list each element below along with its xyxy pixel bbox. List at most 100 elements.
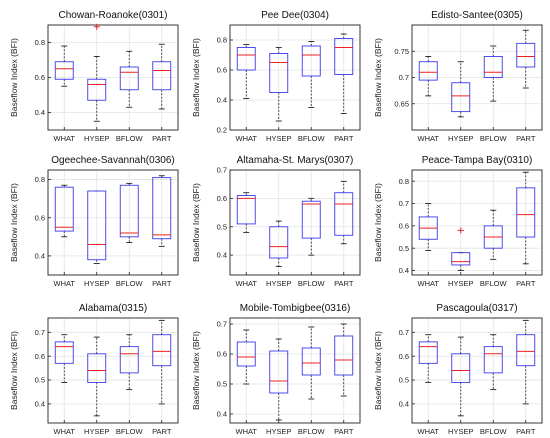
y-tick-label: 0.6 [217, 66, 227, 75]
box-part [334, 33, 354, 114]
iqr-box [119, 184, 139, 238]
iqr-box [451, 353, 471, 383]
box-what [236, 192, 256, 233]
y-tick-label: 0.5 [399, 244, 409, 253]
x-tick-label: WHAT [417, 279, 439, 288]
box-what [54, 45, 74, 87]
iqr-box [269, 226, 289, 259]
box-what [418, 203, 438, 251]
box-part [516, 171, 536, 265]
box-part [516, 29, 536, 89]
x-tick-label: BFLOW [480, 279, 508, 288]
box-bflow [483, 45, 503, 102]
y-tick-label: 0.4 [35, 252, 45, 261]
iqr-box [236, 341, 256, 367]
x-tick-label: HYSEP [448, 279, 473, 288]
iqr-box [301, 200, 321, 239]
axes-frame [411, 169, 543, 276]
panel-7: Alabama(0315) Baseflow Index (BFI) 0.4 0.5 0… [9, 303, 179, 436]
y-tick-label: 0.4 [217, 251, 227, 260]
y-axis-label: Baseflow Index (BFI) [373, 331, 383, 410]
y-axis-label: Baseflow Index (BFI) [9, 183, 19, 262]
panel-title: Mobile-Tombigbee(0316) [240, 303, 351, 314]
iqr-box [54, 61, 74, 80]
iqr-box [54, 186, 74, 232]
box-what [418, 334, 438, 383]
x-tick-label: HYSEP [84, 134, 109, 143]
iqr-box [301, 347, 321, 376]
iqr-box [483, 56, 503, 78]
y-tick-label: 0.6 [35, 213, 45, 222]
y-axis-label: Baseflow Index (BFI) [373, 38, 383, 117]
x-tick-label: BFLOW [298, 427, 326, 436]
y-tick-label: 0.5 [399, 376, 409, 385]
box-what [236, 44, 256, 99]
x-tick-label: HYSEP [448, 134, 473, 143]
box-bflow [119, 50, 139, 108]
panel-title: Peace-Tampa Bay(0310) [422, 155, 533, 166]
box-part [152, 319, 172, 405]
panel-8: Mobile-Tombigbee(0316) Baseflow Index (BF… [191, 303, 361, 436]
iqr-box [516, 334, 536, 367]
iqr-box [54, 341, 74, 364]
x-tick-label: PART [334, 134, 354, 143]
box-hysep [87, 23, 107, 122]
outlier-marker [93, 23, 100, 30]
box-hysep [87, 336, 107, 417]
axes-frame [47, 317, 179, 424]
x-tick-label: BFLOW [480, 427, 508, 436]
iqr-box [269, 53, 289, 93]
x-tick-label: WHAT [417, 427, 439, 436]
panel-1: Chowan-Roanoke(0301) Baseflow Index (BFI)… [9, 10, 179, 143]
iqr-box [152, 177, 172, 240]
iqr-box [236, 47, 256, 71]
box-bflow [301, 197, 321, 256]
axes-frame [411, 317, 543, 424]
y-tick-label: 0.7 [399, 199, 409, 208]
iqr-box [483, 346, 503, 374]
box-part [334, 323, 354, 397]
x-tick-label: PART [152, 427, 172, 436]
x-tick-label: WHAT [53, 134, 75, 143]
box-bflow [301, 41, 321, 108]
iqr-box [87, 78, 107, 101]
iqr-box [516, 187, 536, 238]
x-tick-label: WHAT [235, 134, 257, 143]
box-hysep [87, 190, 107, 264]
x-tick-label: HYSEP [266, 279, 291, 288]
panel-9: Pascagoula(0317) Baseflow Index (BFI) 0.4 0… [373, 303, 543, 436]
y-axis-label: Baseflow Index (BFI) [191, 331, 201, 410]
y-tick-label: 0.5 [217, 380, 227, 389]
iqr-box [334, 38, 354, 75]
y-tick-label: 0.7 [399, 73, 409, 82]
axes-frame [229, 317, 361, 424]
y-tick-label: 0.8 [217, 36, 227, 45]
y-tick-label: 0.4 [399, 400, 409, 409]
y-tick-label: 0.5 [217, 222, 227, 231]
iqr-box [301, 45, 321, 77]
y-tick-label: 0.6 [35, 352, 45, 361]
box-hysep [269, 338, 289, 421]
y-tick-label: 0.6 [217, 194, 227, 203]
y-axis-label: Baseflow Index (BFI) [191, 38, 201, 117]
x-tick-label: WHAT [53, 427, 75, 436]
panel-title: Ogeechee-Savannah(0306) [51, 155, 174, 166]
x-tick-label: PART [152, 134, 172, 143]
y-tick-label: 0.5 [35, 376, 45, 385]
y-tick-label: 0.7 [35, 328, 45, 337]
y-tick-label: 0.75 [394, 47, 409, 56]
iqr-box [236, 195, 256, 225]
x-tick-label: HYSEP [266, 427, 291, 436]
panel-2: Pee Dee(0304) Baseflow Index (BFI) 0.2 0.4 0… [191, 10, 361, 143]
y-tick-label: 0.7 [399, 328, 409, 337]
panel-4: Ogeechee-Savannah(0306) Baseflow Index (B… [9, 155, 179, 288]
y-tick-label: 0.6 [399, 352, 409, 361]
panel-title: Chowan-Roanoke(0301) [59, 10, 168, 21]
iqr-box [334, 335, 354, 376]
iqr-box [451, 82, 471, 113]
x-tick-label: WHAT [235, 427, 257, 436]
iqr-box [87, 353, 107, 383]
y-tick-label: 0.8 [35, 175, 45, 184]
box-bflow [483, 209, 503, 260]
box-part [152, 43, 172, 110]
